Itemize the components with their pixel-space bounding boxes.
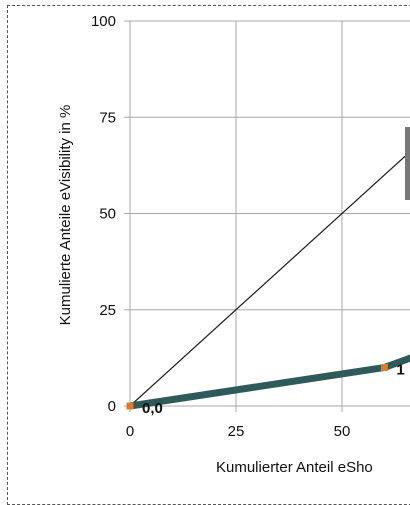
x-tick-label: 50 <box>334 423 351 440</box>
point-data-label: 1 <box>396 362 404 379</box>
lorenz-chart: 0 25 50 75 100 0 25 50 0,0 1 Kumulierte Anteile … <box>0 0 410 492</box>
y-tick-label: 100 <box>91 13 116 30</box>
legend-box-edge <box>405 127 410 200</box>
y-tick-label: 0 <box>108 398 116 415</box>
y-axis-title: Kumulierte Anteile eVisibility in % <box>57 105 74 326</box>
curve-point-marker <box>127 403 134 410</box>
y-tick-label: 50 <box>99 206 116 223</box>
distribution-curve <box>130 352 410 406</box>
y-tick-label: 75 <box>99 109 116 126</box>
curve-point-marker <box>381 364 388 371</box>
point-data-label: 0,0 <box>142 400 163 417</box>
x-axis-title: Kumulierter Anteil eSho <box>216 459 373 476</box>
x-tick-label: 0 <box>126 423 134 440</box>
grid-lines <box>124 21 410 412</box>
x-tick-label: 25 <box>228 423 245 440</box>
y-tick-label: 25 <box>99 302 116 319</box>
series-layer <box>127 21 410 410</box>
